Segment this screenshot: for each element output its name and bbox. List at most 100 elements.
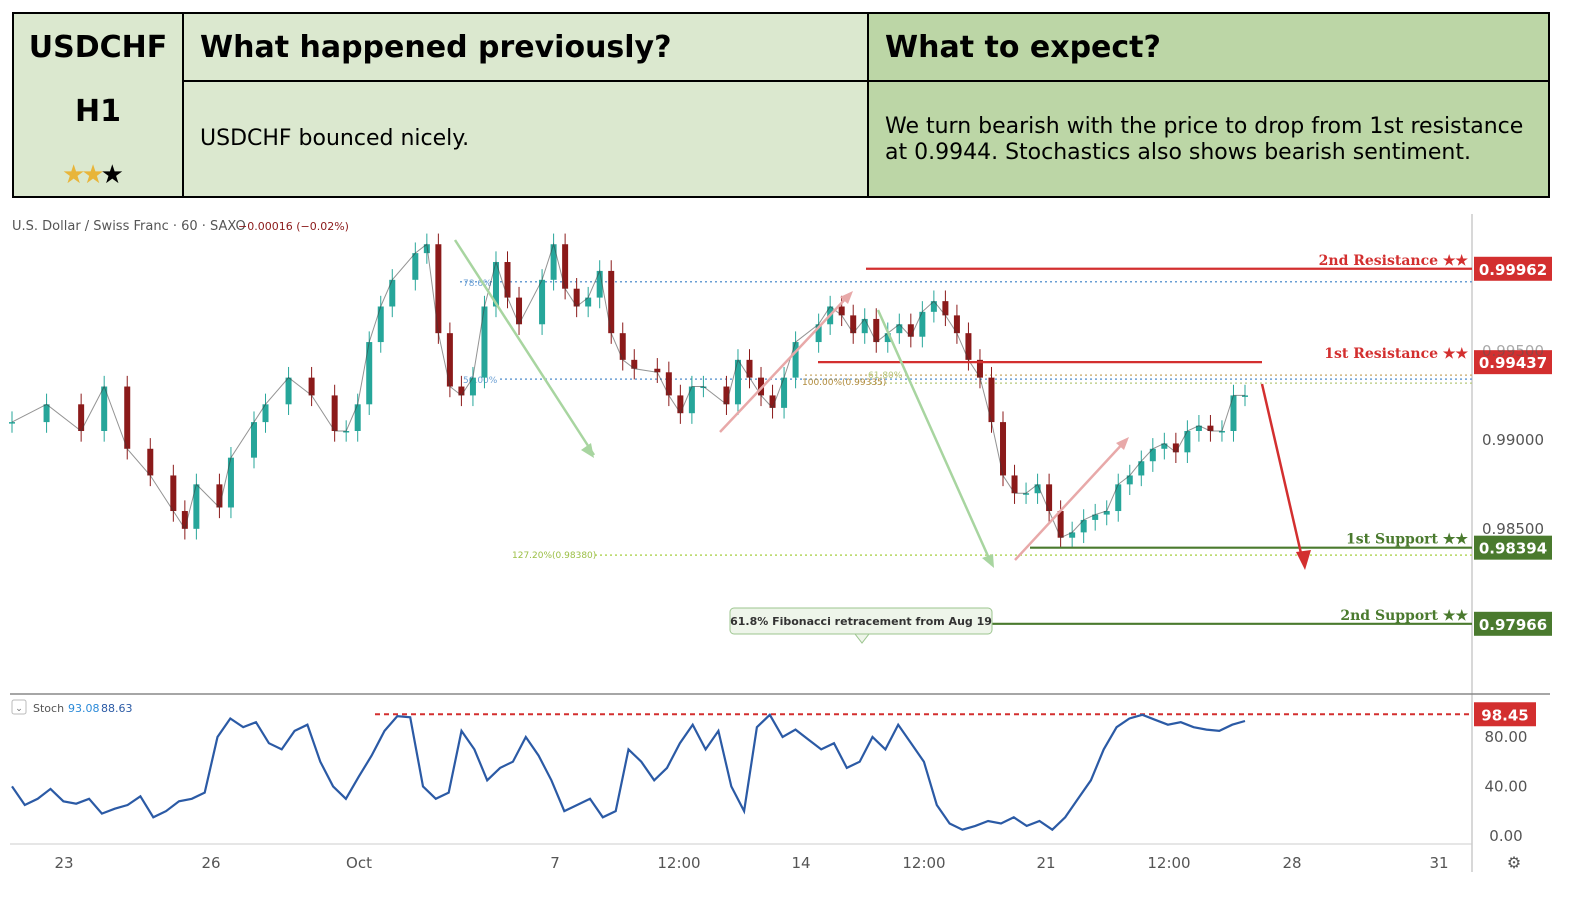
- candle-body: [758, 377, 765, 396]
- annotation-pointer: [853, 633, 871, 644]
- candle-body: [308, 377, 315, 396]
- candle-body: [1115, 484, 1122, 512]
- candle-body: [896, 324, 903, 334]
- expect-body-cell: We turn bearish with the price to drop f…: [869, 82, 1548, 196]
- symbol-label: USDCHF: [28, 30, 168, 65]
- candle-body: [1230, 395, 1237, 431]
- green-arrow-1: [453, 239, 596, 456]
- level-price-tag: [1474, 256, 1552, 281]
- candle-body: [976, 359, 983, 378]
- candle-body: [596, 270, 603, 298]
- collapse-button[interactable]: [11, 699, 27, 715]
- candle-body: [723, 386, 730, 405]
- forecast-arrow: [1260, 383, 1305, 563]
- candle-body: [458, 386, 465, 396]
- timeframe-label: H1: [75, 94, 121, 129]
- level-price-text: 0.99962: [1479, 261, 1547, 279]
- candle-body: [469, 377, 476, 396]
- candle-body: [930, 301, 937, 312]
- price-tick: 0.99500: [1482, 342, 1544, 360]
- candle-body: [562, 244, 569, 289]
- candle-body: [873, 318, 880, 343]
- candle-body: [1195, 425, 1202, 431]
- fib-lines: 50.00% 78.6% 100.00%(0.99335)61.80% 127.20%…: [460, 279, 1472, 561]
- level-label: 2nd Support ★★: [1340, 608, 1468, 624]
- candle-body: [781, 377, 788, 408]
- chevron-down-icon: ⌄: [15, 704, 23, 714]
- candle-body: [907, 324, 914, 337]
- star-filled-icon: ★: [62, 160, 85, 190]
- stoch-legend: ⌄ Stoch 93.08 88.63: [11, 699, 133, 715]
- stoch-k-value: 93.08: [68, 702, 100, 715]
- annotation-text: 61.8% Fibonacci retracement from Aug 19: [730, 615, 992, 628]
- star-empty-icon: ★: [100, 160, 124, 190]
- level-price-text: 0.99437: [1479, 354, 1547, 372]
- green-arrow-2: [876, 309, 994, 566]
- settings-gear-icon[interactable]: ⚙: [1507, 853, 1521, 872]
- time-tick: 12:00: [657, 854, 700, 872]
- candle-body: [850, 315, 857, 334]
- candle-body: [170, 475, 177, 512]
- time-tick: 21: [1036, 854, 1055, 872]
- candle-body: [423, 244, 430, 254]
- candle-body: [573, 288, 580, 307]
- candle-body: [746, 359, 753, 378]
- candle-body: [250, 422, 257, 458]
- stoch-label: Stoch: [33, 702, 64, 715]
- candle-body: [446, 333, 453, 387]
- candle-body: [539, 279, 546, 325]
- candle-body: [1034, 484, 1041, 494]
- price-line: [11, 242, 1245, 539]
- symbol-info: U.S. Dollar / Swiss Franc · 60 · SAXO: [12, 219, 246, 234]
- fib-label: 78.6%: [463, 279, 492, 289]
- level-label: 1st Resistance ★★: [1324, 346, 1468, 362]
- candle-body: [1092, 514, 1099, 520]
- level-label: 1st Support ★★: [1346, 532, 1468, 548]
- expect-text-line2: at 0.9944. Stochastics also shows bearis…: [885, 140, 1471, 165]
- level-price-text: 0.97966: [1479, 616, 1547, 634]
- price-tick: 0.99000: [1482, 431, 1544, 449]
- red-arrow-2: [1014, 439, 1127, 561]
- stochastic-axis: 80.00 40.00 0.00: [1485, 728, 1528, 845]
- fib-label: 127.20%(0.98380): [512, 551, 596, 561]
- trend-arrows: [453, 239, 1311, 570]
- header-table: USDCHF H1 ★★★ What happened previously? …: [12, 12, 1550, 198]
- candle-body: [1172, 443, 1179, 453]
- green-arrowhead-2: [982, 554, 994, 568]
- star-filled-icon: ★: [81, 160, 104, 190]
- candle-body: [343, 430, 350, 433]
- price-chart[interactable]: U.S. Dollar / Swiss Franc · 60 · SAXO −0…: [0, 200, 1590, 898]
- candle-body: [262, 404, 269, 423]
- candle-body: [1080, 519, 1087, 533]
- candle-body: [1103, 511, 1110, 515]
- candle-body: [1184, 430, 1191, 453]
- expect-title: What to expect?: [885, 30, 1161, 65]
- candle-body: [1218, 430, 1225, 433]
- candle-body: [838, 306, 845, 316]
- stoch-d-value: 88.63: [101, 702, 133, 715]
- candle-body: [216, 484, 223, 508]
- stochastic-pane: 98.45: [11, 702, 1536, 832]
- rating-stars: ★★★: [62, 160, 124, 190]
- fib-label: 100.00%(0.99335): [802, 378, 886, 388]
- candle-body: [665, 372, 672, 396]
- candle-body: [953, 315, 960, 334]
- candle-body: [654, 368, 661, 373]
- candle-body: [792, 342, 799, 378]
- level-price-tag: [1474, 611, 1552, 636]
- candle-body: [492, 262, 499, 307]
- time-tick: 7: [550, 854, 560, 872]
- candle-body: [1000, 422, 1007, 476]
- candle-body: [1149, 448, 1156, 462]
- candle-body: [285, 377, 292, 405]
- fib-label: 50.00%: [463, 376, 498, 386]
- candle-body: [884, 333, 891, 343]
- candle-body: [942, 301, 949, 316]
- candle-body: [147, 448, 154, 476]
- candle-body: [734, 359, 741, 405]
- previous-title: What happened previously?: [200, 30, 672, 65]
- level-price-tag: [1474, 350, 1552, 375]
- candle-body: [78, 404, 85, 431]
- candle-body: [1046, 484, 1053, 512]
- candle-body: [585, 297, 592, 307]
